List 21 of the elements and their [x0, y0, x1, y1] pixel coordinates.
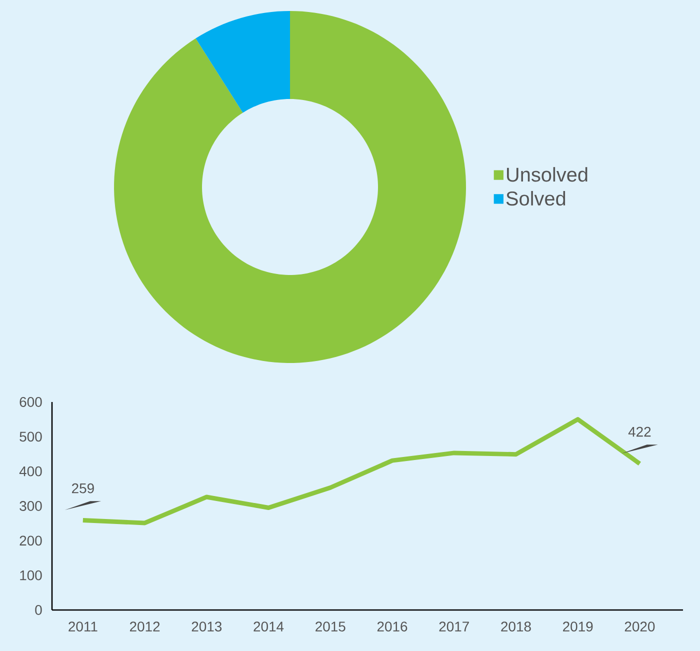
legend-label: Solved	[506, 190, 566, 206]
x-tick-label: 2012	[130, 622, 160, 632]
x-tick-label: 2015	[316, 622, 346, 632]
x-tick-label: 2013	[192, 622, 222, 632]
y-tick-label: 500	[20, 432, 42, 442]
x-tick-label: 2016	[377, 622, 408, 632]
y-tick-label: 200	[20, 536, 42, 546]
y-tick-label: 300	[20, 501, 42, 511]
x-tick-label: 2011	[68, 622, 98, 632]
legend-label: Unsolved	[506, 167, 588, 182]
data-label: 422	[628, 426, 651, 437]
x-tick-label: 2018	[501, 622, 531, 632]
y-tick-label: 400	[19, 466, 42, 476]
y-tick-label: 600	[20, 397, 42, 407]
x-tick-label: 2020	[624, 622, 655, 632]
y-tick-label: 100	[20, 570, 42, 580]
y-tick-label: 0	[35, 605, 42, 615]
x-tick-label: 2014	[254, 622, 284, 632]
x-tick-label: 2017	[439, 622, 469, 632]
data-label: 259	[72, 483, 94, 494]
x-tick-label: 2019	[563, 622, 593, 632]
